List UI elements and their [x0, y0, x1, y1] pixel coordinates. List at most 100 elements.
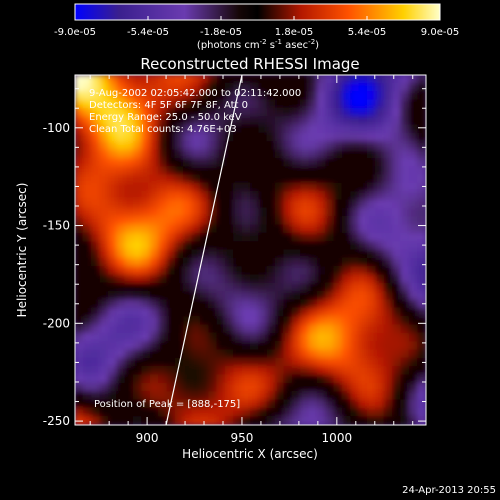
heatmap-cell: [266, 207, 277, 218]
heatmap-cell: [241, 316, 251, 326]
heatmap-cell: [149, 216, 160, 226]
heatmap-cell: [149, 332, 160, 343]
heatmap-cell: [250, 391, 260, 401]
heatmap-cell: [116, 332, 126, 343]
heatmap-cell: [400, 282, 410, 293]
heatmap-cell: [199, 374, 210, 384]
heatmap-cell: [158, 191, 168, 201]
heatmap-cell: [216, 75, 226, 84]
footer-date: 24-Apr-2013 20:55: [402, 485, 496, 496]
heatmap-cell: [191, 407, 201, 418]
heatmap-cell: [300, 82, 310, 93]
heatmap-cell: [266, 91, 277, 101]
heatmap-cell: [308, 399, 318, 409]
heatmap-cell: [283, 207, 293, 218]
heatmap-cell: [258, 157, 268, 168]
heatmap-cell: [258, 182, 268, 193]
heatmap-cell: [208, 366, 218, 376]
heatmap-cell: [266, 116, 277, 126]
heatmap-cell: [350, 232, 360, 243]
heatmap-cell: [392, 416, 402, 425]
heatmap-cell: [166, 274, 176, 284]
heatmap-cell: [224, 82, 235, 93]
heatmap-cell: [133, 232, 143, 243]
heatmap-cell: [233, 374, 243, 384]
heatmap-cell: [166, 216, 176, 226]
heatmap-cell: [75, 99, 84, 109]
heatmap-cell: [158, 241, 168, 251]
heatmap-cell: [258, 357, 268, 368]
heatmap-cell: [141, 266, 151, 276]
heatmap-cell: [367, 166, 377, 176]
heatmap-cell: [99, 166, 109, 176]
heatmap-cell: [392, 182, 402, 193]
heatmap-cell: [141, 274, 151, 284]
heatmap-cell: [233, 291, 243, 301]
heatmap-cell: [141, 282, 151, 293]
heatmap-cell: [291, 249, 302, 259]
heatmap-cell: [308, 332, 318, 343]
heatmap-cell: [316, 116, 327, 126]
heatmap-cell: [166, 391, 176, 401]
heatmap-cell: [358, 107, 368, 118]
heatmap-cell: [275, 99, 285, 109]
heatmap-cell: [107, 416, 118, 425]
heatmap-cell: [316, 124, 327, 134]
heatmap-cell: [224, 407, 235, 418]
heatmap-cell: [233, 182, 243, 193]
heatmap-cell: [275, 366, 285, 376]
heatmap-cell: [191, 207, 201, 218]
heatmap-cell: [275, 166, 285, 176]
heatmap-cell: [199, 416, 210, 425]
heatmap-cell: [250, 307, 260, 318]
heatmap-cell: [341, 82, 352, 93]
heatmap-cell: [107, 366, 118, 376]
heatmap-cell: [91, 232, 101, 243]
heatmap-cell: [107, 91, 118, 101]
heatmap-cell: [316, 307, 327, 318]
heatmap-cell: [333, 291, 343, 301]
heatmap-cell: [383, 232, 394, 243]
heatmap-cell: [141, 332, 151, 343]
heatmap-cell: [107, 249, 118, 259]
heatmap-cell: [107, 316, 118, 326]
heatmap-cell: [408, 141, 419, 151]
heatmap-cell: [149, 241, 160, 251]
heatmap-cell: [191, 107, 201, 118]
heatmap-cell: [417, 324, 426, 334]
heatmap-cell: [383, 399, 394, 409]
heatmap-cell: [341, 107, 352, 118]
heatmap-cell: [333, 199, 343, 209]
heatmap-cell: [224, 391, 235, 401]
heatmap-cell: [158, 124, 168, 134]
heatmap-cell: [316, 399, 327, 409]
heatmap-cell: [158, 257, 168, 268]
heatmap-cell: [149, 341, 160, 351]
heatmap-cell: [408, 124, 419, 134]
heatmap-cell: [224, 199, 235, 209]
heatmap-cell: [208, 316, 218, 326]
colorbar-ticks: [74, 16, 441, 20]
heatmap-cell: [116, 357, 126, 368]
heatmap-cell: [341, 157, 352, 168]
heatmap-cell: [107, 399, 118, 409]
heatmap-cell: [75, 124, 84, 134]
heatmap-cell: [166, 107, 176, 118]
heatmap-cell: [141, 316, 151, 326]
heatmap-cell: [141, 199, 151, 209]
heatmap-cell: [75, 366, 84, 376]
heatmap-cell: [400, 266, 410, 276]
heatmap-cell: [91, 157, 101, 168]
heatmap-cell: [417, 332, 426, 343]
heatmap-cell: [358, 349, 368, 359]
heatmap-cell: [333, 266, 343, 276]
heatmap-cell: [183, 274, 193, 284]
heatmap-cell: [124, 274, 134, 284]
heatmap-cell: [300, 366, 310, 376]
heatmap-cell: [308, 274, 318, 284]
heatmap-cell: [383, 216, 394, 226]
heatmap-cell: [291, 91, 302, 101]
heatmap-cell: [316, 299, 327, 309]
heatmap-cell: [107, 224, 118, 234]
heatmap-cell: [308, 149, 318, 159]
